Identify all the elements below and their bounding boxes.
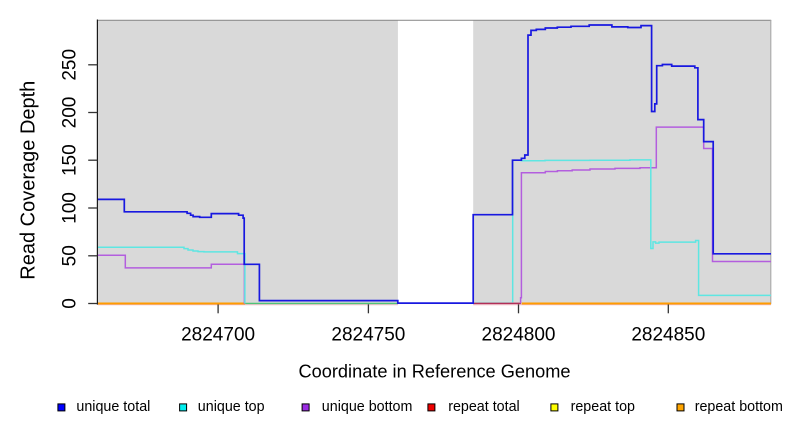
svg-text:unique total: unique total	[76, 399, 150, 415]
svg-text:repeat bottom: repeat bottom	[695, 399, 783, 415]
svg-text:200: 200	[60, 97, 81, 129]
svg-text:250: 250	[60, 49, 81, 81]
svg-text:2824750: 2824750	[331, 325, 405, 346]
svg-text:0: 0	[60, 298, 81, 309]
svg-text:150: 150	[60, 144, 81, 176]
svg-text:unique bottom: unique bottom	[322, 399, 413, 415]
svg-text:2824700: 2824700	[181, 325, 255, 346]
svg-text:2824850: 2824850	[631, 325, 705, 346]
svg-text:Coordinate in Reference Genome: Coordinate in Reference Genome	[299, 361, 571, 381]
svg-text:Read Coverage Depth: Read Coverage Depth	[18, 81, 40, 280]
svg-text:unique top: unique top	[198, 399, 265, 415]
svg-text:repeat top: repeat top	[571, 399, 635, 415]
svg-text:repeat total: repeat total	[448, 399, 520, 415]
svg-text:2824800: 2824800	[482, 325, 556, 346]
svg-text:50: 50	[60, 245, 81, 266]
svg-text:100: 100	[60, 192, 81, 224]
